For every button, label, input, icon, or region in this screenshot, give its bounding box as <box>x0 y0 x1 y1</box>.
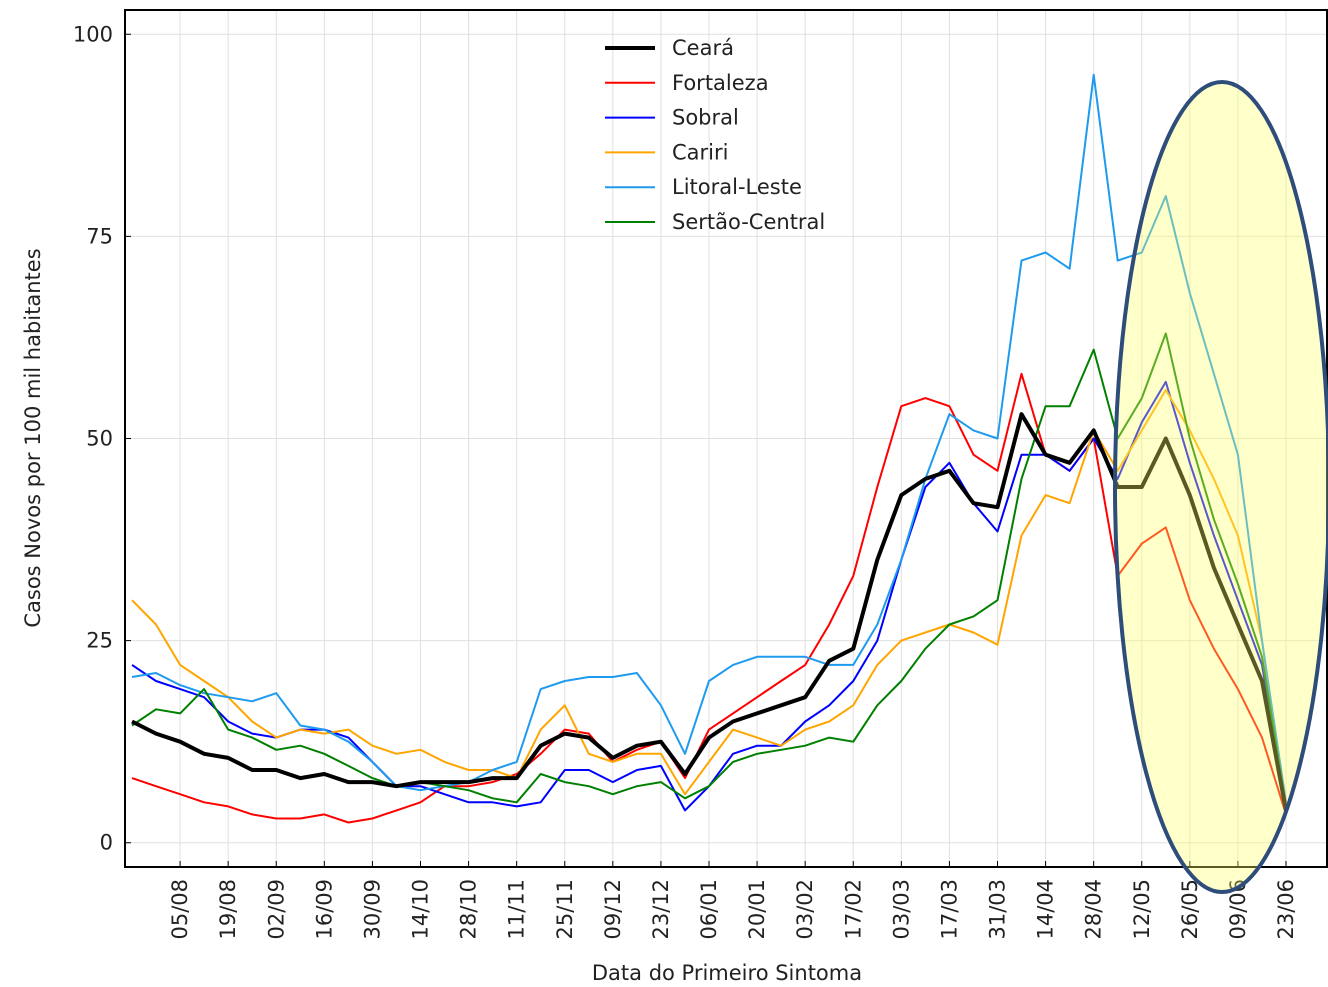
x-tick-label: 26/05 <box>1178 879 1202 940</box>
x-tick-label: 19/08 <box>216 879 240 940</box>
x-tick-label: 06/01 <box>697 879 721 940</box>
y-tick-label: 0 <box>100 831 113 855</box>
x-tick-label: 16/09 <box>312 879 336 940</box>
x-tick-label: 23/12 <box>649 879 673 940</box>
x-tick-label: 23/06 <box>1274 879 1298 940</box>
series-line <box>131 412 1288 811</box>
x-tick-label: 17/02 <box>841 879 865 940</box>
y-tick-label: 25 <box>86 629 113 653</box>
legend-label: Ceará <box>672 36 734 60</box>
series-line <box>131 73 1287 803</box>
legend-label: Sobral <box>672 106 739 130</box>
x-tick-label: 20/01 <box>745 879 769 940</box>
x-tick-label: 05/08 <box>168 879 192 940</box>
x-axis-label: Data do Primeiro Sintoma <box>592 961 862 985</box>
x-tick-label: 14/10 <box>409 879 433 940</box>
x-tick-label: 11/11 <box>505 879 529 940</box>
legend-label: Fortaleza <box>672 71 769 95</box>
x-tick-label: 17/03 <box>937 879 961 940</box>
y-tick-label: 50 <box>86 427 113 451</box>
legend-label: Cariri <box>672 140 728 164</box>
highlight-ellipse <box>1113 80 1328 894</box>
x-tick-label: 03/02 <box>793 879 817 940</box>
y-tick-label: 100 <box>73 22 113 46</box>
x-tick-label: 31/03 <box>986 879 1010 940</box>
legend-label: Sertão-Central <box>672 210 825 234</box>
x-tick-label: 12/05 <box>1130 879 1154 940</box>
x-tick-label: 28/04 <box>1082 879 1106 940</box>
series-line <box>131 332 1287 807</box>
x-tick-label: 14/04 <box>1034 879 1058 940</box>
x-tick-label: 03/03 <box>889 879 913 940</box>
y-tick-label: 75 <box>86 224 113 248</box>
x-tick-label: 28/10 <box>457 879 481 940</box>
x-tick-label: 02/09 <box>264 879 288 940</box>
legend-label: Litoral-Leste <box>672 175 802 199</box>
x-tick-label: 30/09 <box>360 879 384 940</box>
y-axis-label: Casos Novos por 100 mil habitantes <box>21 248 45 627</box>
x-tick-label: 09/12 <box>601 879 625 940</box>
x-tick-label: 25/11 <box>553 879 577 940</box>
